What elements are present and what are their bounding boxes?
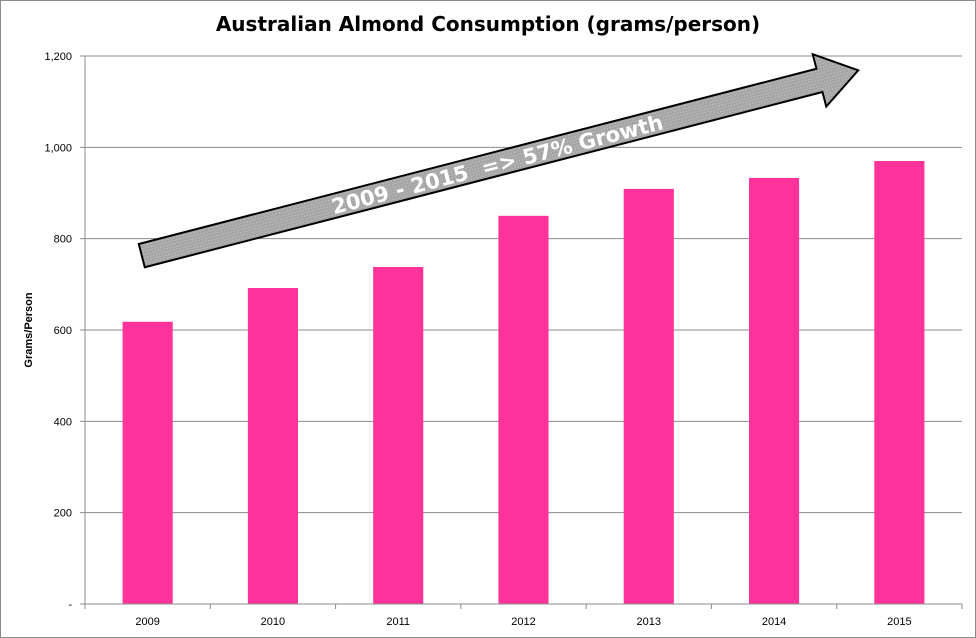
x-tick-label: 2011 [386, 616, 410, 628]
growth-annotation: 2009 - 2015 => 57% Growth [329, 110, 665, 219]
y-tick-label: - [68, 599, 72, 611]
x-tick-label: 2009 [135, 616, 159, 628]
chart-title: Australian Almond Consumption (grams/per… [215, 12, 761, 36]
y-tick-label: 1,000 [44, 142, 72, 154]
bars [122, 161, 925, 605]
axes [80, 55, 963, 609]
y-axis-label: Grams/Person [23, 292, 35, 367]
bar-2014 [749, 177, 800, 604]
y-tick-label: 400 [54, 416, 72, 428]
bar-2012 [498, 215, 549, 605]
bar-2015 [874, 161, 925, 605]
x-tick-labels: 2009 2010 2011 2012 2013 2014 2015 [135, 616, 911, 628]
x-tick-label: 2010 [261, 616, 285, 628]
y-tick-labels: - 200 400 600 800 1,000 1,200 [44, 51, 72, 611]
bar-2010 [247, 287, 298, 604]
y-tick-label: 800 [54, 234, 72, 246]
x-tick-label: 2014 [762, 616, 786, 628]
y-tick-label: 1,200 [44, 51, 72, 63]
x-tick-label: 2013 [637, 616, 661, 628]
y-tick-label: 200 [54, 508, 72, 520]
bar-2013 [623, 188, 674, 604]
bar-2011 [373, 266, 424, 604]
arrow-shape [137, 52, 860, 269]
y-tick-label: 600 [54, 325, 72, 337]
x-tick-label: 2012 [511, 616, 535, 628]
x-tick-label: 2015 [887, 616, 911, 628]
bar-2009 [122, 321, 173, 604]
